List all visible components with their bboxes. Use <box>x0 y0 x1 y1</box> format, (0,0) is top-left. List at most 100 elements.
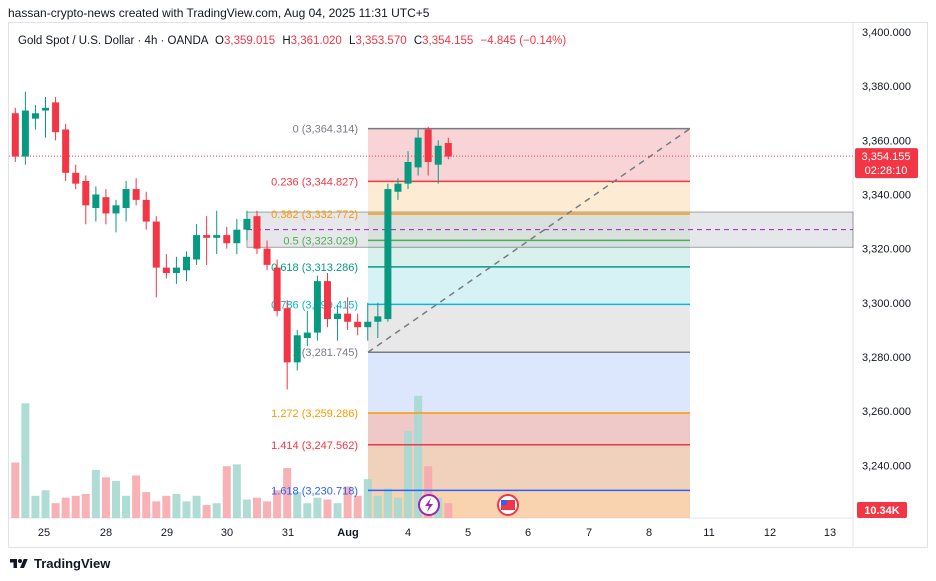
candle-body <box>263 248 271 265</box>
candle-body <box>243 218 251 230</box>
volume-bar <box>373 495 382 518</box>
volume-bar <box>393 497 402 518</box>
flag-canton-icon <box>501 500 507 505</box>
volume-bar <box>132 475 141 518</box>
candle-body <box>444 143 452 157</box>
change-value: −4.845 (−0.14%) <box>480 35 567 47</box>
volume-bar <box>212 503 221 518</box>
x-tick-label: 8 <box>646 527 652 539</box>
candle-body <box>293 335 301 363</box>
x-tick-label: 30 <box>221 527 233 539</box>
low-value: 3,353.570 <box>355 35 407 47</box>
x-tick-label: 31 <box>282 527 294 539</box>
fib-level-label: 0.236 (3,344.827) <box>271 176 358 188</box>
volume-bar <box>283 468 292 518</box>
last-price-value: 3,354.155 <box>862 151 911 163</box>
y-tick-label: 3,380.000 <box>862 81 911 93</box>
volume-bar <box>142 492 151 518</box>
candle-body <box>11 113 19 157</box>
volume-bar <box>21 403 30 518</box>
volume-bar <box>61 497 70 518</box>
volume-bar <box>112 481 120 518</box>
volume-bar <box>383 488 392 518</box>
tradingview-brand[interactable]: TradingView <box>10 556 110 571</box>
volume-bar <box>182 501 191 518</box>
x-tick-label: 13 <box>824 527 836 539</box>
candle-body <box>323 281 331 320</box>
chart-caption: hassan-crypto-news created with TradingV… <box>8 6 430 20</box>
volume-bar <box>424 466 433 518</box>
y-tick-label: 3,340.000 <box>862 189 911 201</box>
volume-bar <box>232 464 241 518</box>
volume-bar <box>313 497 322 518</box>
y-tick-label: 3,360.000 <box>862 135 911 147</box>
volume-bar <box>242 499 251 518</box>
candle-body <box>344 313 352 322</box>
y-tick-label: 3,320.000 <box>862 244 911 256</box>
candle-body <box>273 267 281 311</box>
candle-body <box>374 316 382 322</box>
candle-body <box>122 189 130 209</box>
candle-body <box>414 137 422 168</box>
flag-stripes-icon <box>501 500 515 510</box>
volume-bar <box>323 499 332 518</box>
volume-bar <box>11 462 20 518</box>
candle-body <box>364 321 372 328</box>
volume-bar <box>222 466 231 518</box>
volume-bar <box>41 490 50 518</box>
lightning-bolt-icon <box>425 498 433 512</box>
volume-bar <box>293 492 302 518</box>
open-value: 3,359.015 <box>223 35 276 47</box>
candle-body <box>213 235 221 238</box>
fib-band <box>368 128 690 182</box>
open-label: O <box>215 35 224 47</box>
candle-body <box>132 189 140 200</box>
high-label: H <box>282 35 291 47</box>
brand-name: TradingView <box>34 556 111 571</box>
candle-body <box>82 180 90 206</box>
candle-body <box>52 102 60 133</box>
volume-bar <box>444 503 453 518</box>
volume-bar <box>152 501 161 518</box>
volume-bar <box>353 495 362 518</box>
high-value: 3,361.020 <box>290 35 342 47</box>
x-tick-label: 11 <box>703 527 714 539</box>
candle-body <box>182 256 190 271</box>
last-price-tag <box>855 148 918 179</box>
volume-bar <box>122 495 131 518</box>
volume-bar <box>202 505 211 518</box>
candle-body <box>21 110 29 157</box>
volume-bar <box>404 431 413 518</box>
volume-bar <box>363 479 372 518</box>
candle-body <box>92 194 100 209</box>
candle-body <box>283 308 291 363</box>
candle-body <box>303 332 311 339</box>
y-tick-label: 3,260.000 <box>862 406 911 418</box>
volume-tag <box>857 502 907 518</box>
x-tick-label: 29 <box>161 527 173 539</box>
candle-body <box>62 129 70 173</box>
x-tick-label: 12 <box>764 527 776 539</box>
volume-bar <box>343 486 352 518</box>
fib-level-label: 0.382 (3,332.772) <box>271 209 358 221</box>
fib-level-label: 1.414 (3,247.562) <box>271 440 358 452</box>
x-tick-label: 4 <box>405 527 411 539</box>
fib-level-label: 0 (3,364.314) <box>293 124 358 136</box>
fib-level-label: 1 (3,281.745) <box>293 347 358 359</box>
candle-body <box>102 197 110 214</box>
volume-bar <box>51 503 60 518</box>
y-tick-label: 3,300.000 <box>862 298 911 310</box>
symbol-title[interactable]: Gold Spot / U.S. Dollar · 4h · OANDA <box>18 35 208 47</box>
x-tick-label: Aug <box>337 527 358 539</box>
candle-body <box>334 313 342 320</box>
candle-body <box>434 145 442 165</box>
volume-bar <box>101 477 110 518</box>
tradingview-logo-icon <box>10 558 28 568</box>
fib-level-label: 0.618 (3,313.286) <box>271 262 358 274</box>
volume-bar <box>71 495 80 518</box>
fib-level-label: 1.618 (3,230.718) <box>271 485 358 497</box>
y-tick-label: 3,280.000 <box>862 352 911 364</box>
fib-level-label: 1.272 (3,259.286) <box>271 408 358 420</box>
candle-body <box>112 205 120 214</box>
